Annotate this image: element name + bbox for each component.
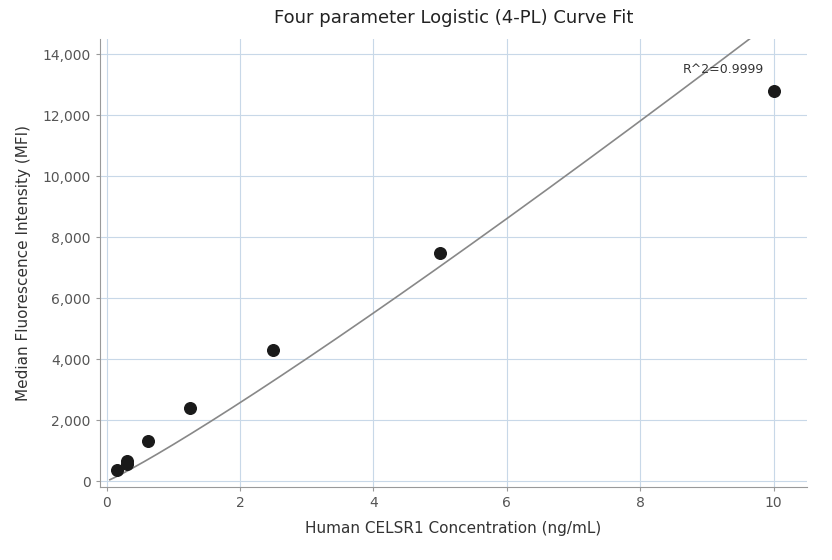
Point: [767, 87, 780, 96]
Point: [266, 346, 280, 354]
Point: [183, 404, 196, 413]
Y-axis label: Median Fluorescence Intensity (MFI): Median Fluorescence Intensity (MFI): [17, 125, 32, 401]
Point: [121, 460, 134, 469]
Point: [121, 457, 134, 466]
Point: [433, 248, 447, 257]
Point: [111, 466, 124, 475]
Title: Four parameter Logistic (4-PL) Curve Fit: Four parameter Logistic (4-PL) Curve Fit: [274, 8, 633, 26]
Point: [141, 437, 155, 446]
X-axis label: Human CELSR1 Concentration (ng/mL): Human CELSR1 Concentration (ng/mL): [305, 521, 602, 536]
Text: R^2=0.9999: R^2=0.9999: [682, 63, 764, 76]
